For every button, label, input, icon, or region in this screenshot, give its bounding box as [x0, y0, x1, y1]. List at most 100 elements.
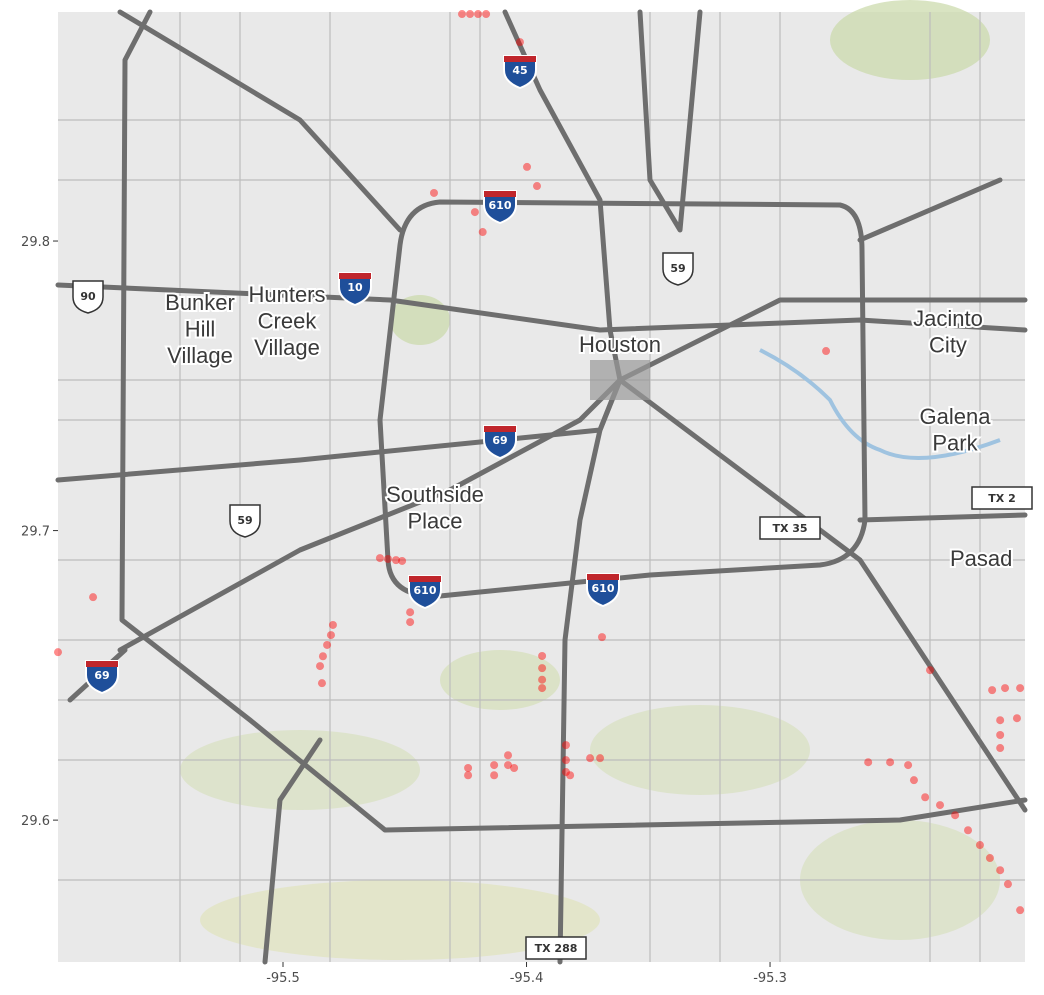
highway-shield: TX 35: [759, 516, 821, 540]
shield-shape: [72, 280, 104, 314]
place-label: Southside Place: [386, 482, 484, 533]
point: [398, 556, 407, 565]
point: [478, 228, 487, 237]
point: [538, 684, 547, 693]
y-tick-label: 29.8: [21, 235, 50, 250]
point: [429, 188, 438, 197]
point: [936, 801, 945, 810]
point: [904, 761, 913, 770]
point: [383, 554, 392, 563]
shield-label: TX 288: [535, 942, 578, 955]
point: [996, 730, 1005, 739]
points: [54, 10, 1025, 915]
highway-shield: 610: [483, 190, 517, 225]
point: [474, 10, 483, 19]
shield-label: 69: [94, 669, 109, 682]
shield-label: TX 35: [772, 522, 807, 535]
point: [1016, 906, 1025, 915]
highway-shield: 45: [503, 55, 537, 90]
point: [515, 38, 524, 47]
point: [89, 593, 98, 602]
point: [323, 640, 332, 649]
point: [504, 751, 513, 760]
highway-shield: TX 2: [971, 486, 1033, 510]
point: [566, 771, 575, 780]
point: [886, 758, 895, 767]
shield-top: [504, 56, 536, 62]
map-labels: Bunker Hill Village Hunters Creek Village Ho…: [72, 55, 1033, 960]
shield-label: 59: [670, 262, 685, 275]
axes: -95.5 -95.4 -95.3 29.6 29.7 29.8: [21, 235, 787, 986]
point: [822, 347, 831, 356]
point: [464, 764, 473, 773]
x-tick-label: -95.3: [753, 971, 787, 986]
point: [504, 761, 513, 770]
point: [318, 652, 327, 661]
point: [1016, 684, 1025, 693]
shield-top: [86, 661, 118, 667]
shield-label: 610: [592, 582, 615, 595]
point: [586, 754, 595, 763]
shield-label: 45: [512, 64, 527, 77]
point: [328, 620, 337, 629]
point: [988, 686, 997, 695]
highway-shield: 10: [338, 272, 372, 307]
shield-shape: [229, 504, 261, 538]
point: [996, 716, 1005, 725]
point: [996, 866, 1005, 875]
x-tick-label: -95.4: [510, 971, 544, 986]
point: [996, 744, 1005, 753]
point: [490, 771, 499, 780]
highway-shield: 59: [229, 504, 261, 538]
shield-shape: [503, 55, 537, 90]
point: [482, 10, 491, 19]
shield-label: 59: [237, 514, 252, 527]
highway-shield: TX 288: [525, 936, 587, 960]
shield-top: [484, 191, 516, 197]
highway-shield: 69: [483, 425, 517, 460]
point: [316, 662, 325, 671]
point: [596, 754, 605, 763]
place-label: Bunker Hill Village: [165, 290, 235, 368]
point: [926, 666, 935, 675]
point: [1012, 714, 1021, 723]
point: [921, 793, 930, 802]
shield-top: [409, 576, 441, 582]
shield-label: 10: [347, 281, 363, 294]
place-label: Hunters Creek Village: [248, 282, 325, 360]
point: [909, 776, 918, 785]
point: [510, 764, 519, 773]
shield-shape: [483, 425, 517, 460]
shield-shape: [483, 190, 517, 225]
point: [406, 618, 415, 627]
point: [864, 758, 873, 767]
highway-shield: 90: [72, 280, 104, 314]
point: [54, 648, 62, 657]
y-tick-label: 29.7: [21, 525, 50, 540]
shield-label: 610: [414, 584, 437, 597]
shield-shape: [971, 486, 1033, 510]
shield-shape: [85, 660, 119, 695]
point: [598, 633, 607, 642]
shield-shape: [586, 573, 620, 608]
point: [532, 182, 541, 191]
point: [538, 664, 547, 673]
point: [457, 10, 466, 19]
point: [466, 10, 475, 19]
shield-shape: [662, 252, 694, 286]
point: [1001, 684, 1010, 693]
shield-shape: [759, 516, 821, 540]
point: [951, 811, 960, 820]
point: [975, 841, 984, 850]
point: [317, 679, 326, 688]
basemap: [55, 0, 1028, 965]
point: [985, 854, 994, 863]
highway-shield: 610: [586, 573, 620, 608]
highway-shield: 59: [662, 252, 694, 286]
place-label: Galena Park: [920, 404, 992, 455]
shield-top: [484, 426, 516, 432]
shield-shape: [408, 575, 442, 610]
x-tick-label: -95.5: [266, 971, 300, 986]
shield-label: 610: [489, 199, 512, 212]
highway-shield: 69: [85, 660, 119, 695]
